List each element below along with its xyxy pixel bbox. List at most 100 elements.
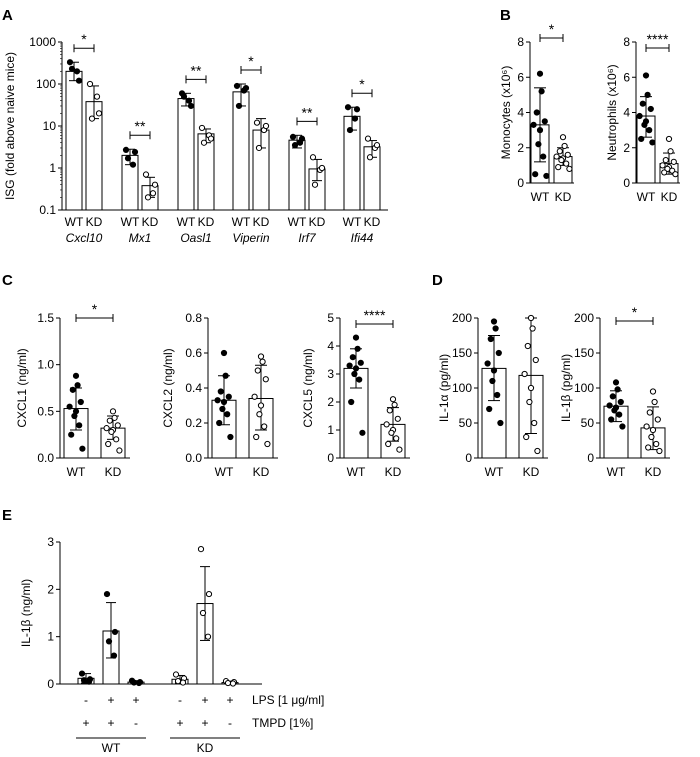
chart-b1-xtick-kd: KD xyxy=(555,190,572,204)
chart-c1-point-wt xyxy=(72,372,80,379)
chart-c3-ylabel: CXCL5 (ng/ml) xyxy=(301,348,315,427)
panel-label-b: B xyxy=(500,7,511,24)
chart-a-ytick-label: 10 xyxy=(43,119,57,133)
chart-d2-xtick-kd: KD xyxy=(645,465,662,479)
chart-c3-xtick-kd: KD xyxy=(385,465,402,479)
chart-e-point xyxy=(204,633,212,640)
chart-c2-point-kd xyxy=(259,358,266,365)
chart-a-point-wt xyxy=(291,142,299,149)
chart-e-lps-label: LPS [1 μg/ml] xyxy=(252,693,324,707)
chart-c2-point-wt xyxy=(220,349,228,357)
chart-c3-point-wt xyxy=(352,334,360,341)
chart-d1-ytick-label: 100 xyxy=(452,381,472,395)
chart-c2-point-kd xyxy=(262,376,269,383)
chart-b1-point-kd xyxy=(563,160,570,167)
chart-e-point xyxy=(197,546,205,553)
chart-c3-point-wt xyxy=(346,362,353,369)
chart-a-point-wt xyxy=(344,104,352,111)
chart-c2-point-wt xyxy=(222,372,229,379)
chart-c1-point-kd xyxy=(103,425,110,432)
chart-b2-point-wt xyxy=(649,139,656,146)
chart-b2-point-wt xyxy=(642,72,650,79)
chart-b1-sig-stars: * xyxy=(549,21,555,37)
chart-a-xtick-kd: KD xyxy=(86,215,103,229)
chart-a-bar-wt xyxy=(177,98,195,211)
chart-c2-ytick-label: 0.0 xyxy=(185,451,202,465)
chart-d1-point-kd xyxy=(527,384,535,392)
chart-b2-point-wt xyxy=(647,105,654,113)
chart-a-point-kd xyxy=(318,164,326,172)
chart-a-point-kd xyxy=(262,122,270,130)
chart-e-point xyxy=(205,590,213,598)
chart-b1-point-kd xyxy=(561,142,568,150)
chart-a-point-kd xyxy=(200,139,208,146)
chart-d2-point-wt xyxy=(616,411,623,418)
chart-a-point-wt xyxy=(235,102,243,110)
chart-d1-point-kd xyxy=(526,398,533,406)
chart-e-point xyxy=(172,671,180,678)
chart-a-point-kd xyxy=(93,93,101,100)
chart-d1-ytick-label: 0 xyxy=(465,451,472,465)
chart-b2-point-wt xyxy=(646,127,653,134)
chart-c3-point-wt xyxy=(354,345,361,352)
chart-d2-point-wt xyxy=(614,386,621,393)
chart-d2-point-kd xyxy=(649,388,657,395)
chart-e-ytick-label: 3 xyxy=(47,535,54,549)
chart-e-point xyxy=(135,679,143,687)
chart-c1-point-wt xyxy=(79,445,86,452)
chart-b1-xtick-wt: WT xyxy=(531,190,550,204)
chart-e-ytick-label: 1 xyxy=(47,630,54,644)
panel-label-e: E xyxy=(2,507,12,524)
chart-c1-point-wt xyxy=(77,398,84,406)
chart-d2-xtick-wt: WT xyxy=(607,465,626,479)
chart-d2-ytick-label: 200 xyxy=(574,311,594,325)
chart-d2-point-wt xyxy=(619,423,626,430)
chart-b2-point-kd xyxy=(661,169,668,176)
chart-a-point-wt xyxy=(353,106,361,113)
chart-d1-point-kd xyxy=(529,325,536,332)
chart-b2-ytick-label: 2 xyxy=(623,141,630,155)
chart-b2-point-wt xyxy=(638,135,645,143)
chart-c1-ytick-label: 0.5 xyxy=(37,404,54,418)
chart-d2-point-wt xyxy=(606,402,613,409)
chart-d2-point-wt xyxy=(612,379,620,386)
chart-a-point-wt xyxy=(185,97,193,104)
chart-b2-point-wt xyxy=(639,100,646,107)
chart-c3-point-kd xyxy=(393,435,400,442)
chart-e-lps-mark: + xyxy=(132,693,139,707)
panel-label-c: C xyxy=(2,272,13,289)
chart-c2-ytick-label: 0.6 xyxy=(185,346,202,360)
chart-d1-point-wt xyxy=(492,325,499,332)
chart-c3-ytick-label: 0 xyxy=(327,451,334,465)
chart-c2-point-kd xyxy=(257,353,265,360)
chart-d2-point-kd xyxy=(649,426,657,434)
chart-e-group-label-kd: KD xyxy=(197,741,214,755)
chart-b1-point-kd xyxy=(556,148,563,155)
chart-b1-ytick-label: 0 xyxy=(517,176,524,190)
chart-d2-point-kd xyxy=(654,416,661,423)
chart-d1-point-wt xyxy=(484,360,491,367)
chart-c3-point-kd xyxy=(386,407,393,414)
chart-b1-point-kd xyxy=(566,165,573,172)
chart-d1-ylabel: IL-1α (pg/ml) xyxy=(437,354,451,422)
chart-c1-point-wt xyxy=(69,386,76,393)
chart-c1-ytick-label: 1.0 xyxy=(37,358,54,372)
chart-d2-ytick-label: 0 xyxy=(587,451,594,465)
chart-d1-point-kd xyxy=(524,342,531,350)
chart-b1-ylabel: Monocytes (x10⁶) xyxy=(499,66,513,160)
chart-c1-point-wt xyxy=(68,431,75,438)
chart-b1-ytick-label: 6 xyxy=(517,70,524,84)
chart-c2-point-wt xyxy=(224,411,231,418)
chart-a-ytick-label: 1 xyxy=(49,161,56,175)
chart-a-sig-stars: * xyxy=(81,31,87,47)
panel-label-a: A xyxy=(2,7,13,24)
chart-c1-point-wt xyxy=(66,403,73,410)
chart-c3-point-kd xyxy=(396,446,403,453)
chart-d1-point-wt xyxy=(490,367,498,374)
chart-a-point-kd xyxy=(151,181,159,188)
chart-a-point-kd xyxy=(95,110,103,117)
chart-a-sig-stars: * xyxy=(359,76,365,92)
chart-d2-point-wt xyxy=(611,407,618,414)
chart-c1-sig-stars: * xyxy=(92,301,98,317)
